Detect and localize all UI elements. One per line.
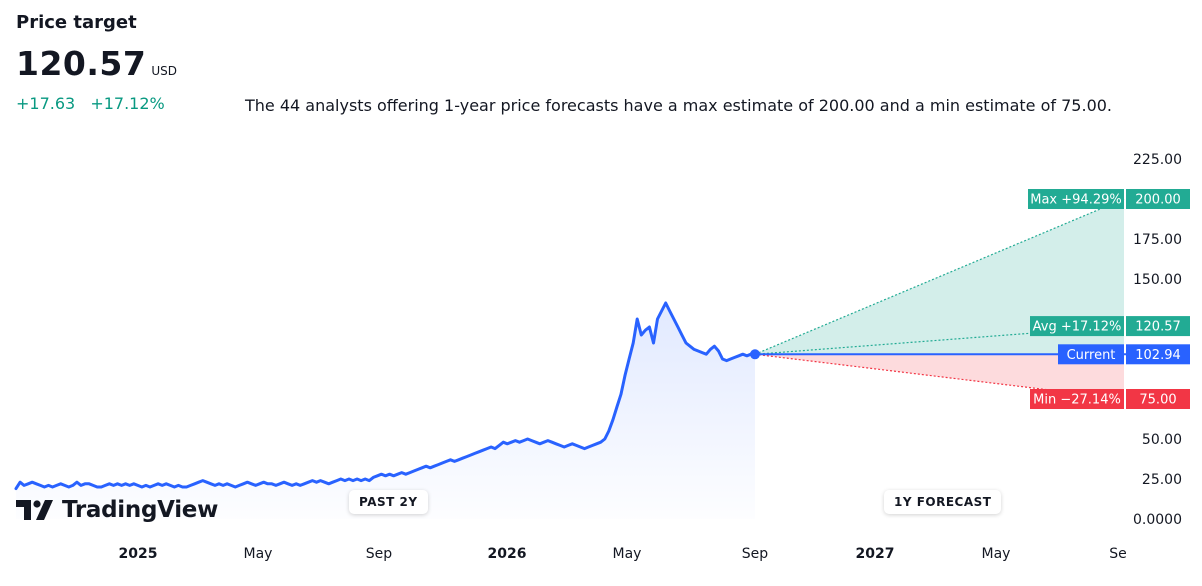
forecast-value-background xyxy=(1126,389,1190,409)
current-price-label: Current 102.94 xyxy=(1058,344,1190,365)
x-tick-label: May xyxy=(982,546,1011,562)
forecast-label-background xyxy=(1030,389,1124,409)
price-change-percent: +17.12% xyxy=(90,94,165,113)
price-history-area xyxy=(16,303,755,519)
x-axis: 2025 May Sep 2026 May Sep 2027 May Se xyxy=(119,546,1127,562)
forecast-value-label: 120.57 xyxy=(1135,320,1181,335)
x-tick-label: May xyxy=(244,546,273,562)
y-tick-label: 50.00 xyxy=(1142,432,1182,448)
min-forecast-label: Min −27.14% 75.00 xyxy=(1030,389,1190,409)
tradingview-logo-text: TradingView xyxy=(62,497,219,523)
y-tick-label: 225.00 xyxy=(1133,152,1182,168)
forecast-value-background xyxy=(1126,316,1190,337)
x-tick-label: Sep xyxy=(366,546,393,562)
past-period-label: PAST 2Y xyxy=(349,490,428,514)
y-tick-label: 0.0000 xyxy=(1133,512,1182,528)
page-title: Price target xyxy=(16,12,137,33)
forecast-value-label: 102.94 xyxy=(1135,348,1181,363)
forecast-label-name: Current xyxy=(1067,348,1116,363)
price-change-absolute: +17.63 xyxy=(16,94,76,113)
forecast-value-background xyxy=(1126,189,1190,209)
x-tick-label: May xyxy=(613,546,642,562)
forecast-value-label: 75.00 xyxy=(1139,393,1176,408)
current-price-dot[interactable] xyxy=(750,349,760,360)
price-history-layer xyxy=(14,301,757,519)
analyst-summary: The 44 analysts offering 1-year price fo… xyxy=(245,96,1113,115)
forecast-max-line xyxy=(754,198,1125,355)
forecast-value-background xyxy=(1126,344,1190,365)
x-tick-label: 2026 xyxy=(488,546,527,562)
price-change-row: +17.63 +17.12% xyxy=(16,94,165,113)
max-forecast-label: Max +94.29% 200.00 xyxy=(1028,189,1190,209)
currency-label: USD xyxy=(151,64,177,78)
y-tick-label: 150.00 xyxy=(1133,272,1182,288)
forecast-fill-layer xyxy=(755,199,1124,399)
tradingview-logo-icon xyxy=(16,500,53,520)
forecast-label-name: Avg +17.12% xyxy=(1033,320,1122,335)
forecast-value-label: 200.00 xyxy=(1135,193,1181,208)
forecast-label-name: Max +94.29% xyxy=(1030,193,1121,208)
x-tick-label: 2027 xyxy=(856,546,895,562)
forecast-labels-layer: Max +94.29% 200.00 Avg +17.12% 120.57 Curren… xyxy=(1028,189,1190,409)
forecast-period-label: 1Y FORECAST xyxy=(884,490,1002,514)
y-tick-label: 25.00 xyxy=(1142,472,1182,488)
y-tick-label: 175.00 xyxy=(1133,232,1182,248)
price-history-line[interactable] xyxy=(14,301,757,491)
forecast-label-background xyxy=(1028,189,1124,209)
forecast-label-background xyxy=(1058,344,1124,365)
price-target-value: 120.57 xyxy=(16,44,147,83)
forecast-label-background xyxy=(1030,316,1124,337)
x-tick-label: Se xyxy=(1109,546,1127,562)
tradingview-logo: TradingView xyxy=(16,497,218,523)
price-target-row: 120.57 USD xyxy=(16,44,177,83)
y-axis: 0.0000 25.00 50.00 150.00 175.00 225.00 xyxy=(1133,152,1182,528)
forecast-label-name: Min −27.14% xyxy=(1033,393,1121,408)
x-tick-label: Sep xyxy=(742,546,769,562)
x-tick-label: 2025 xyxy=(119,546,158,562)
avg-forecast-label: Avg +17.12% 120.57 xyxy=(1030,316,1190,337)
